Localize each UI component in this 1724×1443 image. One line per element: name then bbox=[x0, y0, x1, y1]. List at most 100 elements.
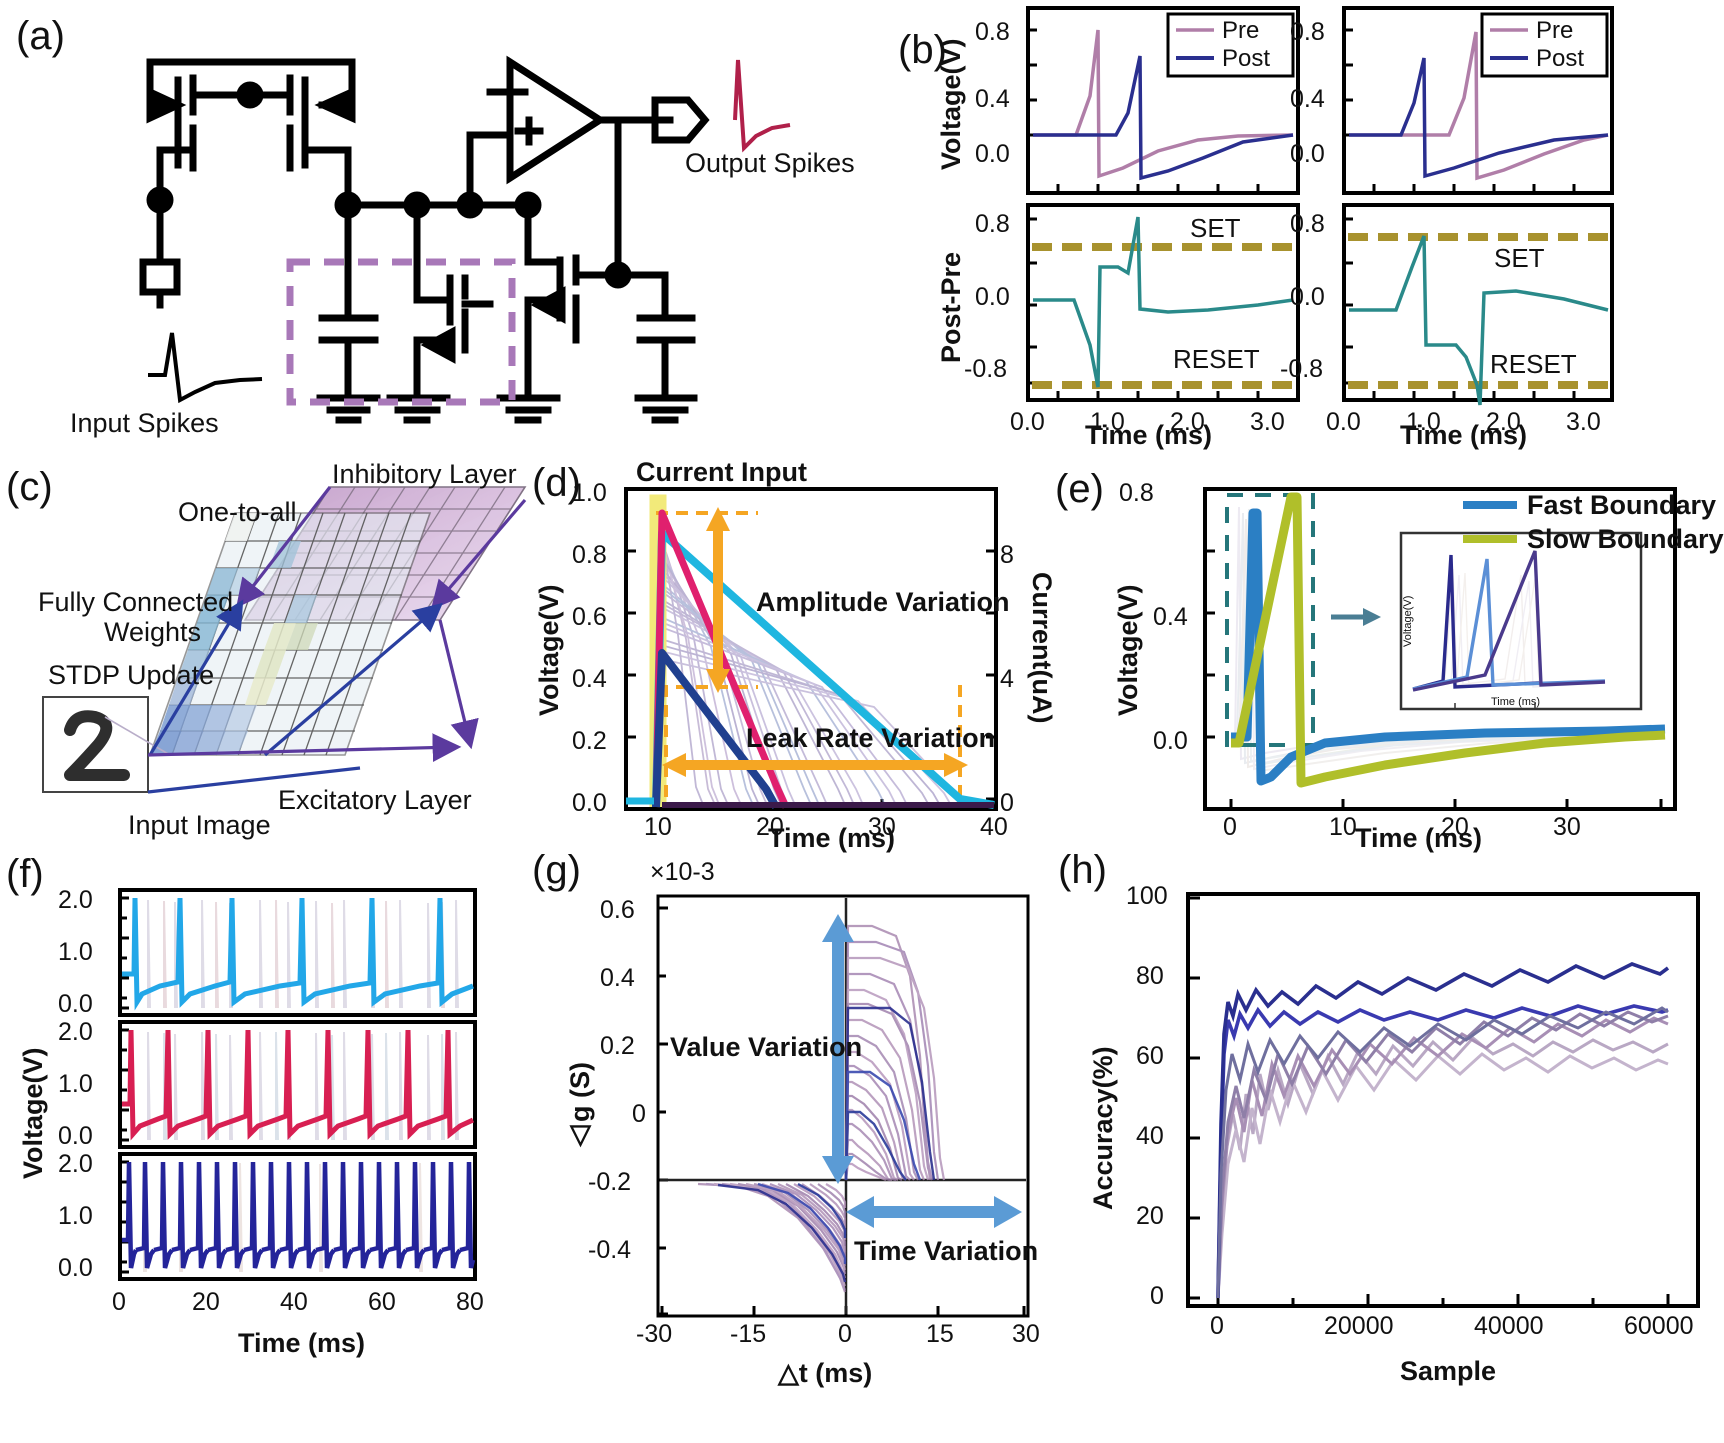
panel-a: (a) bbox=[0, 0, 880, 460]
e-inset-arrow bbox=[1331, 608, 1381, 626]
f-xtick-2: 40 bbox=[280, 1288, 308, 1316]
b-left-top-ylabel: Voltage(V) bbox=[936, 38, 966, 171]
g-ytick-1: 0.4 bbox=[600, 964, 635, 992]
g-exponent-label: ×10-3 bbox=[650, 858, 715, 886]
h-chart bbox=[1186, 892, 1700, 1308]
b-right-xtick-3: 3.0 bbox=[1566, 408, 1601, 436]
svg-text:Slow Boundary: Slow Boundary bbox=[1527, 524, 1724, 554]
b-right-bot-ytick-2: -0.8 bbox=[1280, 355, 1324, 383]
d-title: Current Input bbox=[636, 457, 807, 487]
panel-e-label: (e) bbox=[1055, 467, 1104, 511]
b-left-bottom-ylabel: Post-Pre bbox=[936, 251, 966, 364]
e-ylabel: Voltage(V) bbox=[1113, 584, 1143, 716]
f-xtick-1: 20 bbox=[192, 1288, 220, 1316]
d-y2tick-0: 8 bbox=[1000, 541, 1014, 569]
b-right-legend: Pre Post bbox=[1480, 12, 1609, 78]
d-xtick-1: 20 bbox=[756, 813, 784, 841]
b-left-top-ytick-1: 0.4 bbox=[975, 85, 1010, 113]
g-xtick-0: -30 bbox=[636, 1320, 673, 1348]
b-right-xtick-0: 0.0 bbox=[1326, 408, 1361, 436]
f-sub3-ytick-0: 2.0 bbox=[58, 1150, 93, 1178]
panel-b-left: Voltage(V) Post-Pre 0.8 0.4 0.0 0.8 0.0 … bbox=[880, 0, 1300, 460]
g-ytick-5: -0.4 bbox=[588, 1236, 632, 1264]
g-xtick-2: 0 bbox=[838, 1320, 852, 1348]
g-ytick-4: -0.2 bbox=[588, 1168, 632, 1196]
h-ytick-1: 80 bbox=[1136, 962, 1164, 990]
h-xtick-3: 60000 bbox=[1624, 1312, 1694, 1340]
panel-b: (b) Voltage(V) Post-Pre 0.8 0.4 0.0 0.8 … bbox=[880, 0, 1724, 460]
svg-text:SET: SET bbox=[1190, 213, 1241, 243]
b-left-xtick-1: 1.0 bbox=[1090, 408, 1125, 436]
one-to-all-label: One-to-all bbox=[178, 497, 297, 527]
panel-c: (c) bbox=[0, 455, 530, 850]
h-xtick-0: 0 bbox=[1210, 1312, 1224, 1340]
d-ytick-5: 0.0 bbox=[572, 789, 607, 817]
leak-rate-variation-arrow bbox=[662, 753, 968, 777]
d-ytick-4: 0.2 bbox=[572, 727, 607, 755]
g-value-annotation: Value Variation bbox=[670, 1032, 862, 1062]
b-left-bot-ytick-1: 0.0 bbox=[975, 283, 1010, 311]
panel-h-label: (h) bbox=[1058, 848, 1107, 892]
panel-b-right: 0.8 0.4 0.0 0.8 0.0 -0.8 Pre Post bbox=[1280, 0, 1724, 460]
g-xlabel: △t (ms) bbox=[778, 1358, 873, 1388]
panel-f-label: (f) bbox=[6, 852, 44, 896]
b-right-top-ytick-2: 0.0 bbox=[1290, 140, 1325, 168]
stdp-update-label: STDP Update bbox=[48, 660, 215, 690]
network-diagram bbox=[42, 486, 527, 794]
f-subplot-3 bbox=[118, 1152, 477, 1281]
f-sub1-ytick-1: 1.0 bbox=[58, 938, 93, 966]
h-xtick-1: 20000 bbox=[1324, 1312, 1394, 1340]
g-ytick-3: 0 bbox=[632, 1100, 646, 1128]
b-left-xlabel: Time (ms) bbox=[1085, 420, 1213, 450]
d-xtick-0: 10 bbox=[644, 813, 672, 841]
f-sub3-ytick-2: 0.0 bbox=[58, 1254, 93, 1282]
panel-e: (e) Voltage(V) 0.8 0.4 0.0 bbox=[1055, 455, 1724, 853]
panel-d-label: (d) bbox=[532, 461, 581, 505]
svg-text:RESET: RESET bbox=[1173, 344, 1260, 374]
f-xtick-3: 60 bbox=[368, 1288, 396, 1316]
input-image-label: Input Image bbox=[128, 810, 271, 840]
f-sub2-ytick-1: 1.0 bbox=[58, 1070, 93, 1098]
svg-text:Pre: Pre bbox=[1536, 17, 1573, 44]
e-xtick-1: 10 bbox=[1329, 813, 1357, 841]
d-xlabel: Time (ms) bbox=[768, 823, 896, 853]
d-slow-boundary bbox=[652, 649, 780, 809]
d-ytick-2: 0.6 bbox=[572, 603, 607, 631]
f-xlabel: Time (ms) bbox=[238, 1328, 366, 1358]
f-xtick-4: 80 bbox=[456, 1288, 484, 1316]
svg-text:Pre: Pre bbox=[1222, 17, 1259, 44]
panel-h: (h) Accuracy(%) 100 80 60 40 20 0 0 2000… bbox=[1040, 848, 1724, 1443]
f-subplot-2 bbox=[118, 1020, 477, 1149]
panel-c-label: (c) bbox=[6, 465, 53, 509]
e-ytick-0: 0.8 bbox=[1119, 479, 1154, 507]
e-xtick-2: 20 bbox=[1441, 813, 1469, 841]
b-left-xtick-2: 2.0 bbox=[1170, 408, 1205, 436]
g-time-variation-arrow bbox=[846, 1196, 1022, 1228]
fully-connected-label-line2: Weights bbox=[104, 617, 202, 647]
svg-text:Time (ms): Time (ms) bbox=[1491, 696, 1540, 708]
circuit-diagram bbox=[139, 55, 791, 424]
b-left-bottom-chart: SET RESET bbox=[1026, 203, 1300, 402]
h-xtick-2: 40000 bbox=[1474, 1312, 1544, 1340]
excitatory-layer-label: Excitatory Layer bbox=[278, 785, 472, 815]
b-right-bot-ytick-1: 0.0 bbox=[1290, 283, 1325, 311]
h-xlabel: Sample bbox=[1400, 1356, 1497, 1386]
svg-text:Voltage(V): Voltage(V) bbox=[1402, 596, 1414, 647]
f-xtick-0: 0 bbox=[112, 1288, 126, 1316]
e-zoom-box bbox=[1225, 493, 1315, 747]
b-right-bottom-chart: SET RESET bbox=[1342, 203, 1614, 406]
g-xtick-1: -15 bbox=[730, 1320, 767, 1348]
h-ytick-4: 20 bbox=[1136, 1202, 1164, 1230]
output-spikes-caption: Output Spikes bbox=[685, 148, 855, 178]
e-ytick-1: 0.4 bbox=[1153, 603, 1188, 631]
e-inset: Voltage(V) Time (ms) bbox=[1399, 531, 1643, 711]
f-sub3-ytick-1: 1.0 bbox=[58, 1202, 93, 1230]
e-legend: Fast Boundary Slow Boundary bbox=[1463, 490, 1724, 554]
e-xtick-3: 30 bbox=[1553, 813, 1581, 841]
d-y2tick-1: 4 bbox=[1000, 665, 1014, 693]
input-spikes-caption: Input Spikes bbox=[70, 408, 219, 438]
d-ylabel: Voltage(V) bbox=[534, 584, 564, 716]
dashed-highlight-box bbox=[286, 258, 516, 406]
h-ytick-2: 60 bbox=[1136, 1042, 1164, 1070]
panel-b-label: (b) bbox=[898, 28, 947, 72]
